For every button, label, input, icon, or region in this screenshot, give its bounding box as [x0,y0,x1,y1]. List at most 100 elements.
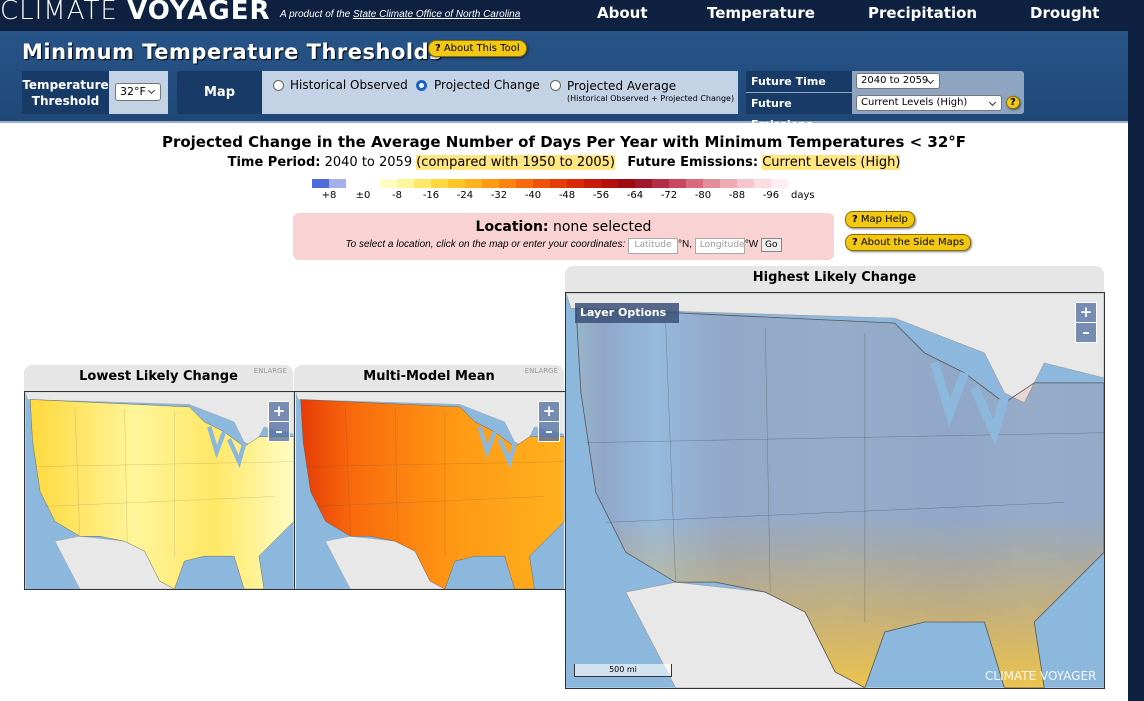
site-header: CLIMATE VOYAGER A product of the State C… [0,0,1144,31]
help-icon: ? [852,214,858,225]
map-header: Lowest Likely Change ENLARGE [24,365,293,391]
layer-options[interactable]: Layer Options [575,303,679,323]
map-title: Multi-Model Mean [363,369,495,384]
legend-swatch [414,179,431,188]
map-header: Highest Likely Change [565,266,1104,292]
summary-heading: Projected Change in the Average Number o… [161,133,967,151]
location-label: Location: [475,219,549,235]
legend-swatch [312,179,329,188]
legend-label: -72 [660,190,678,201]
lat-input[interactable]: Latitude [628,238,679,254]
map-title: Highest Likely Change [752,270,917,285]
go-button[interactable]: Go [761,238,782,252]
legend-swatch [329,179,346,188]
legend-swatch [720,179,737,188]
emissions-label: Future Emissions [746,93,852,131]
legend-swatch [346,179,363,188]
emissions-value: Current Levels (High) [762,155,901,170]
threshold-select[interactable]: 32°F [115,83,161,101]
nav-link[interactable]: Precipitation [868,4,978,22]
emissions-select[interactable]: Current Levels (High) [856,95,1002,111]
zoom-out[interactable]: – [268,421,290,442]
nav-link[interactable]: Drought [1030,4,1100,22]
legend-swatch [584,179,601,188]
map-display-label: Map Display [177,71,262,143]
lon-input[interactable]: Longitude [694,238,745,254]
period-select[interactable]: 2040 to 2059 [856,73,940,89]
threshold-label: Temperature Threshold [22,71,109,114]
time-label: Time Period: [227,155,321,170]
zoom-in[interactable]: + [268,401,290,422]
legend-label: -24 [456,190,474,201]
map-lowest[interactable] [24,391,295,590]
help-icon: ? [852,237,858,248]
radio[interactable] [416,80,427,91]
legend-swatch [397,179,414,188]
radio-label[interactable]: Projected Change [434,78,540,92]
about-text: About This Tool [443,43,520,54]
instructions: To select a location, click on the map o… [345,239,626,250]
coords-line: To select a location, click on the map o… [293,238,834,254]
map-display-panel: Historical Observed Projected Change Pro… [262,71,738,114]
legend-swatch [550,179,567,188]
legend-swatch [567,179,584,188]
lat-unit: °N, [678,239,693,250]
legend-swatch [686,179,703,188]
legend-swatch [618,179,635,188]
zoom-in[interactable]: + [1075,302,1097,323]
legend-label: -16 [422,190,440,201]
legend-swatch [601,179,618,188]
legend-swatch [533,179,550,188]
legend-swatch [431,179,448,188]
option-note: (Historical Observed + Projected Change) [567,94,735,103]
legend-swatch [380,179,397,188]
tagline-text: A product of the [280,9,351,20]
legend-label: -80 [694,190,712,201]
location-line: Location: none selected [293,219,834,235]
enlarge-button[interactable]: ENLARGE [524,367,558,375]
emissions-label: Future Emissions: [627,155,759,170]
map-help-button[interactable]: ? Map Help [845,211,915,228]
legend-swatch [363,179,380,188]
legend-label: +8 [321,190,337,201]
help-icon[interactable]: ? [1006,96,1020,109]
radio-label[interactable]: Historical Observed [290,78,408,92]
help-icon: ? [435,43,441,54]
legend-swatch [703,179,720,188]
radio-label[interactable]: Projected Average [567,79,677,93]
nav-link[interactable]: About [597,4,648,22]
nav-link[interactable]: Temperature [707,4,815,22]
map-highest[interactable] [565,292,1105,689]
legend-swatch [737,179,754,188]
zoom-in[interactable]: + [538,401,560,422]
logo-bold: VOYAGER [127,0,271,26]
legend-swatch [448,179,465,188]
legend-swatch [482,179,499,188]
watermark: CLIMATE VOYAGER [985,669,1097,683]
radio[interactable] [273,80,284,91]
legend-swatch [669,179,686,188]
location-box: Location: none selected To select a loca… [293,213,834,260]
legend-label: -64 [626,190,644,201]
map-mean[interactable] [294,391,566,590]
radio[interactable] [550,80,561,91]
map-header: Multi-Model Mean ENLARGE [294,365,564,391]
tool-title: Minimum Temperature Thresholds [22,40,443,64]
about-button[interactable]: ? About This Tool [428,40,527,57]
enlarge-button[interactable]: ENLARGE [253,367,287,375]
legend-swatch [499,179,516,188]
side-maps-button[interactable]: ? About the Side Maps [845,234,972,251]
zoom-out[interactable]: – [538,421,560,442]
zoom-out[interactable]: – [1075,322,1097,343]
legend-label: -48 [558,190,576,201]
legend-label: -8 [392,190,402,201]
legend-label: -40 [524,190,542,201]
legend-unit: days [791,190,815,201]
tagline-link[interactable]: State Climate Office of North Carolina [353,9,521,20]
legend-swatch [465,179,482,188]
legend-swatch [652,179,669,188]
toolbar: Minimum Temperature Thresholds ? About Th… [0,31,1128,143]
logo[interactable]: CLIMATE VOYAGER [0,0,271,26]
location-value: none selected [552,219,652,235]
